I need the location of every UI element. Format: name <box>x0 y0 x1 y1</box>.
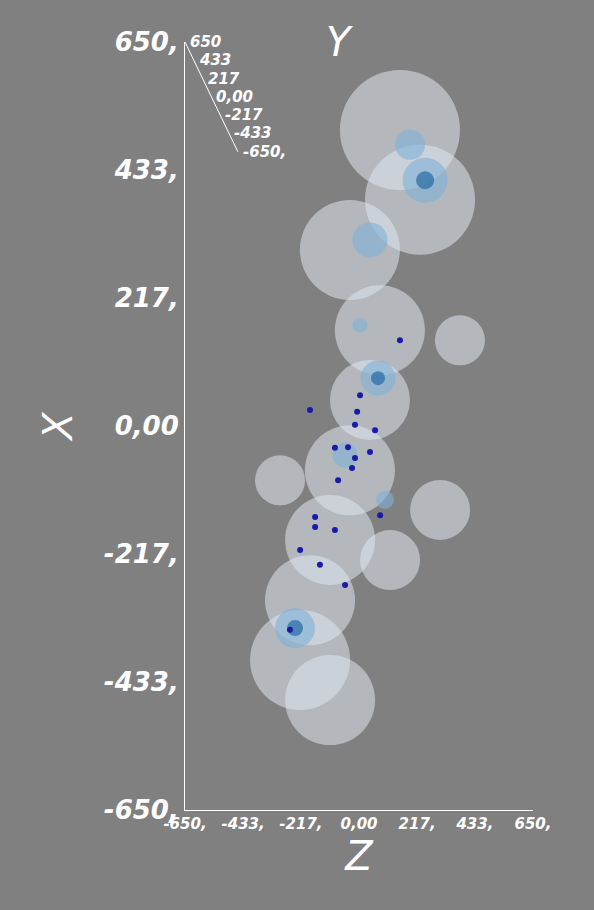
svg-text:217,: 217, <box>115 283 179 313</box>
svg-text:650,: 650, <box>115 27 179 57</box>
svg-text:0,00: 0,00 <box>216 88 253 106</box>
svg-text:-433: -433 <box>234 124 272 142</box>
svg-text:0,00: 0,00 <box>115 411 179 441</box>
svg-text:-650,: -650, <box>104 795 179 825</box>
svg-text:Y: Y <box>326 19 354 65</box>
svg-text:650,: 650, <box>514 815 551 833</box>
svg-text:-650,: -650, <box>243 143 286 161</box>
svg-text:Z: Z <box>344 833 374 879</box>
svg-text:650: 650 <box>190 33 221 51</box>
svg-text:-650,: -650, <box>163 815 206 833</box>
svg-text:-217,: -217, <box>279 815 322 833</box>
svg-text:217: 217 <box>208 70 240 88</box>
svg-text:217,: 217, <box>399 815 436 833</box>
svg-text:0,00: 0,00 <box>340 815 377 833</box>
svg-text:-217: -217 <box>225 106 263 124</box>
svg-text:-217,: -217, <box>104 539 179 569</box>
svg-text:433,: 433, <box>455 815 493 833</box>
svg-text:X: X <box>35 411 81 442</box>
svg-text:433: 433 <box>199 51 231 69</box>
svg-text:433,: 433, <box>114 155 179 185</box>
svg-text:-433,: -433, <box>104 667 179 697</box>
svg-text:-433,: -433, <box>221 815 264 833</box>
